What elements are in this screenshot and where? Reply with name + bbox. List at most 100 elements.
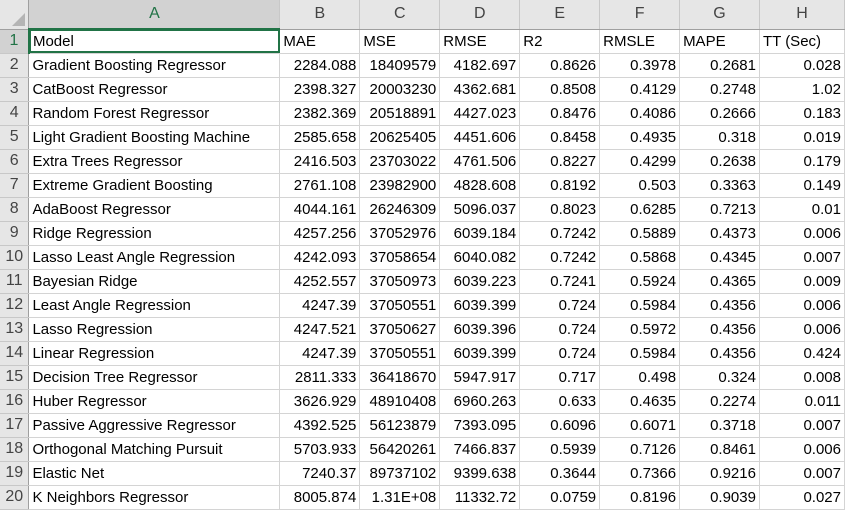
cell-c16[interactable]: 48910408 [359,389,441,414]
row-header-8[interactable]: 8 [0,197,30,222]
row-header-7[interactable]: 7 [0,173,30,198]
cell-h18[interactable]: 0.006 [759,437,845,462]
cell-e14[interactable]: 0.724 [519,341,601,366]
cell-b11[interactable]: 4252.557 [279,269,361,294]
cell-b5[interactable]: 2585.658 [279,125,361,150]
cell-b18[interactable]: 5703.933 [279,437,361,462]
cell-d18[interactable]: 7466.837 [439,437,521,462]
cell-d5[interactable]: 4451.606 [439,125,521,150]
cell-b14[interactable]: 4247.39 [279,341,361,366]
cell-e13[interactable]: 0.724 [519,317,601,342]
cell-h11[interactable]: 0.009 [759,269,845,294]
cell-d4[interactable]: 4427.023 [439,101,521,126]
cell-e17[interactable]: 0.6096 [519,413,601,438]
cell-c14[interactable]: 37050551 [359,341,441,366]
cell-c10[interactable]: 37058654 [359,245,441,270]
cell-a5[interactable]: Light Gradient Boosting Machine [28,125,281,150]
cell-h10[interactable]: 0.007 [759,245,845,270]
cell-b6[interactable]: 2416.503 [279,149,361,174]
column-header-e[interactable]: E [519,0,601,30]
cell-b2[interactable]: 2284.088 [279,53,361,78]
cell-e1[interactable]: R2 [519,29,601,54]
cell-h7[interactable]: 0.149 [759,173,845,198]
cell-g3[interactable]: 0.2748 [679,77,760,102]
cell-e18[interactable]: 0.5939 [519,437,601,462]
cell-e11[interactable]: 0.7241 [519,269,601,294]
cell-g5[interactable]: 0.318 [679,125,760,150]
cell-g17[interactable]: 0.3718 [679,413,760,438]
row-header-18[interactable]: 18 [0,437,30,462]
column-header-b[interactable]: B [279,0,361,30]
cell-c17[interactable]: 56123879 [359,413,441,438]
cell-a14[interactable]: Linear Regression [28,341,281,366]
cell-d9[interactable]: 6039.184 [439,221,521,246]
cell-a16[interactable]: Huber Regressor [28,389,281,414]
cell-d20[interactable]: 11332.72 [439,485,521,510]
cell-d6[interactable]: 4761.506 [439,149,521,174]
cell-h13[interactable]: 0.006 [759,317,845,342]
column-header-c[interactable]: C [359,0,441,30]
row-header-1[interactable]: 1 [0,29,30,54]
cell-g19[interactable]: 0.9216 [679,461,760,486]
row-header-5[interactable]: 5 [0,125,30,150]
row-header-9[interactable]: 9 [0,221,30,246]
column-header-d[interactable]: D [439,0,521,30]
cell-g11[interactable]: 0.4365 [679,269,760,294]
cell-a13[interactable]: Lasso Regression [28,317,281,342]
cell-g15[interactable]: 0.324 [679,365,760,390]
cell-f8[interactable]: 0.6285 [599,197,681,222]
cell-c8[interactable]: 26246309 [359,197,441,222]
cell-g6[interactable]: 0.2638 [679,149,760,174]
cell-d13[interactable]: 6039.396 [439,317,521,342]
cell-g20[interactable]: 0.9039 [679,485,760,510]
cell-d10[interactable]: 6040.082 [439,245,521,270]
cell-a1[interactable]: Model [28,29,281,54]
cell-c15[interactable]: 36418670 [359,365,441,390]
row-header-11[interactable]: 11 [0,269,30,294]
cell-a10[interactable]: Lasso Least Angle Regression [28,245,281,270]
cell-f14[interactable]: 0.5984 [599,341,681,366]
cell-b8[interactable]: 4044.161 [279,197,361,222]
cell-d12[interactable]: 6039.399 [439,293,521,318]
cell-c11[interactable]: 37050973 [359,269,441,294]
cell-f15[interactable]: 0.498 [599,365,681,390]
cell-a8[interactable]: AdaBoost Regressor [28,197,281,222]
cell-f5[interactable]: 0.4935 [599,125,681,150]
cell-d11[interactable]: 6039.223 [439,269,521,294]
cell-e8[interactable]: 0.8023 [519,197,601,222]
cell-d8[interactable]: 5096.037 [439,197,521,222]
cell-d2[interactable]: 4182.697 [439,53,521,78]
cell-h19[interactable]: 0.007 [759,461,845,486]
row-header-14[interactable]: 14 [0,341,30,366]
cell-h12[interactable]: 0.006 [759,293,845,318]
row-header-19[interactable]: 19 [0,461,30,486]
cell-f7[interactable]: 0.503 [599,173,681,198]
cell-d3[interactable]: 4362.681 [439,77,521,102]
cell-h17[interactable]: 0.007 [759,413,845,438]
cell-h9[interactable]: 0.006 [759,221,845,246]
cell-f17[interactable]: 0.6071 [599,413,681,438]
cell-g4[interactable]: 0.2666 [679,101,760,126]
cell-f9[interactable]: 0.5889 [599,221,681,246]
cell-g12[interactable]: 0.4356 [679,293,760,318]
row-header-4[interactable]: 4 [0,101,30,126]
cell-f20[interactable]: 0.8196 [599,485,681,510]
cell-h3[interactable]: 1.02 [759,77,845,102]
cell-e3[interactable]: 0.8508 [519,77,601,102]
row-header-17[interactable]: 17 [0,413,30,438]
cell-e9[interactable]: 0.7242 [519,221,601,246]
cell-c19[interactable]: 89737102 [359,461,441,486]
row-header-6[interactable]: 6 [0,149,30,174]
cell-a3[interactable]: CatBoost Regressor [28,77,281,102]
cell-g1[interactable]: MAPE [679,29,760,54]
cell-g16[interactable]: 0.2274 [679,389,760,414]
cell-c2[interactable]: 18409579 [359,53,441,78]
cell-c20[interactable]: 1.31E+08 [359,485,441,510]
cell-a2[interactable]: Gradient Boosting Regressor [28,53,281,78]
cell-e7[interactable]: 0.8192 [519,173,601,198]
row-header-2[interactable]: 2 [0,53,30,78]
cell-b17[interactable]: 4392.525 [279,413,361,438]
row-header-20[interactable]: 20 [0,485,30,510]
cell-c12[interactable]: 37050551 [359,293,441,318]
cell-f12[interactable]: 0.5984 [599,293,681,318]
